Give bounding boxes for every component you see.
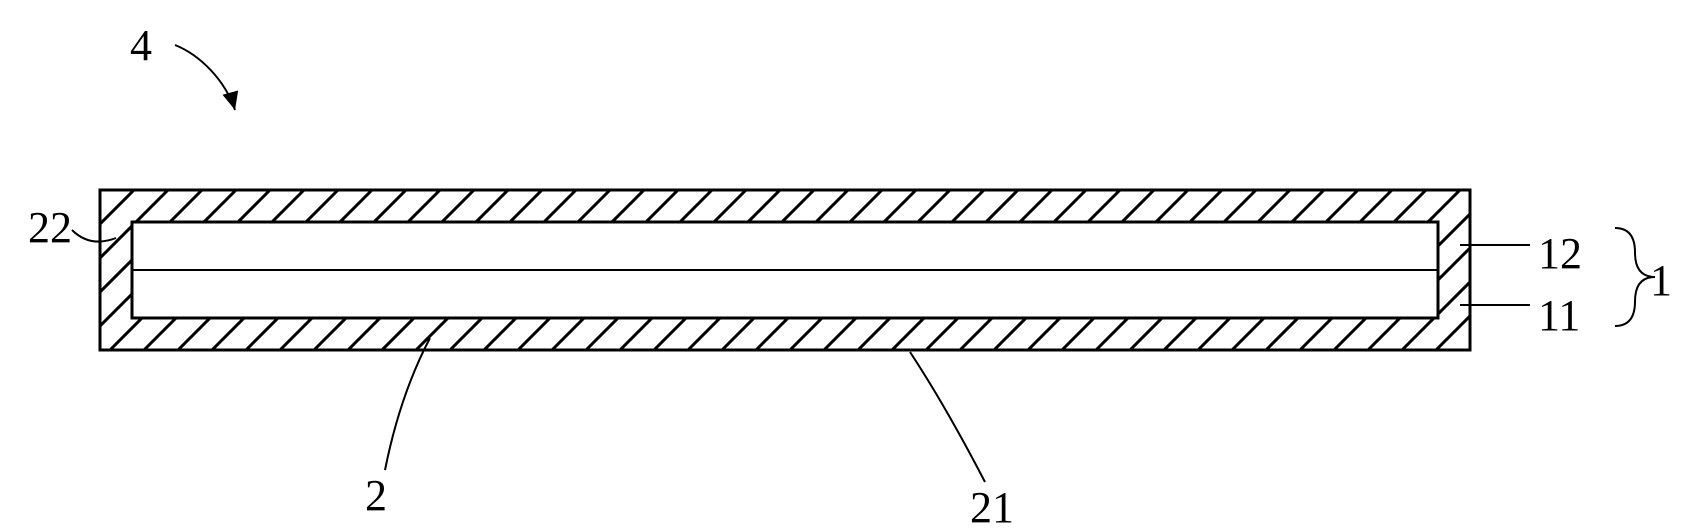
- label-12: 12: [1538, 229, 1582, 278]
- diagram-svg: 42222112111: [0, 0, 1699, 529]
- label-1: 1: [1650, 256, 1672, 305]
- diagram-root: 42222112111: [0, 0, 1699, 529]
- label-22: 22: [28, 203, 72, 252]
- label-21: 21: [970, 483, 1014, 529]
- label-2: 2: [365, 471, 387, 520]
- label-4: 4: [130, 21, 152, 70]
- label-11: 11: [1538, 291, 1580, 340]
